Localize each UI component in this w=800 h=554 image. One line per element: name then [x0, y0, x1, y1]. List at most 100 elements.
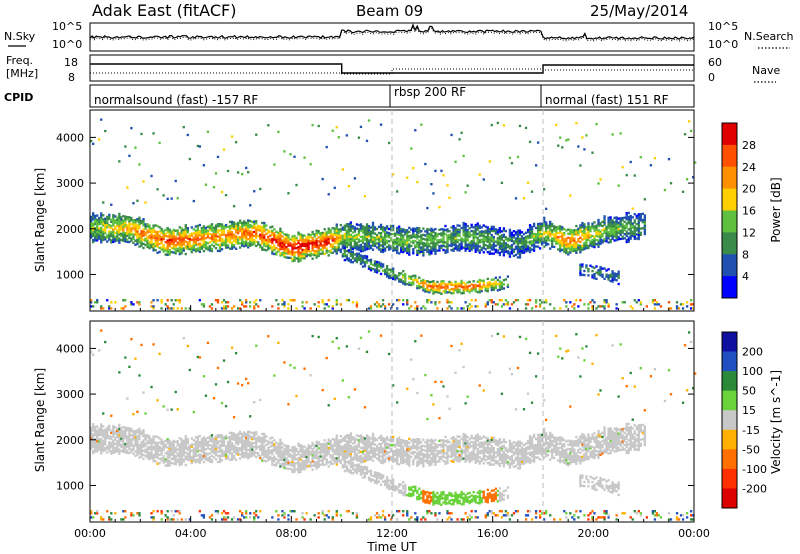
power-cell [488, 230, 491, 233]
power-cell [238, 299, 242, 302]
power-cell [168, 230, 171, 233]
velocity-cell [188, 446, 191, 450]
power-cell [522, 245, 526, 248]
power-cell [551, 243, 554, 246]
power-cell [557, 248, 560, 251]
power-cell [538, 241, 542, 244]
power-cell [287, 303, 290, 306]
power-cell [549, 230, 552, 234]
power-cell [498, 282, 502, 285]
power-cell [551, 245, 554, 248]
power-cell [174, 248, 177, 251]
power-cell [464, 224, 467, 228]
power-cell [508, 307, 512, 310]
power-cell [243, 244, 246, 248]
power-cell [476, 226, 479, 229]
power-cell [500, 287, 504, 290]
power-cell [307, 245, 310, 248]
velocity-cell [180, 463, 183, 466]
power-cell [609, 216, 612, 219]
power-cell [96, 220, 99, 223]
power-cell [285, 252, 288, 255]
power-cell [569, 228, 572, 232]
power-cell [464, 283, 467, 286]
velocity-cell [178, 512, 181, 515]
velocity-cell [236, 440, 240, 444]
power-colorbar-tick: 8 [742, 248, 749, 261]
power-cell [563, 248, 566, 251]
velocity-cell [184, 435, 187, 438]
power-cell [325, 303, 328, 306]
power-cell [247, 223, 250, 226]
power-cell [114, 239, 117, 243]
power-cell [557, 231, 560, 235]
power-cell [589, 234, 592, 237]
power-cell [351, 256, 355, 260]
power-cell [178, 301, 181, 304]
velocity-cell [261, 436, 264, 440]
power-cell [335, 223, 338, 226]
power-cell [470, 223, 473, 227]
power-cell [438, 285, 441, 288]
power-cell [585, 242, 588, 246]
power-cell [182, 239, 185, 242]
power-cell [385, 269, 389, 272]
power-cell [446, 246, 449, 250]
power-cell [136, 230, 139, 233]
power-cell [152, 234, 155, 238]
power-cell [530, 190, 534, 193]
power-cell [456, 246, 459, 250]
velocity-cell [154, 449, 157, 453]
power-cell [367, 241, 371, 244]
power-cell [404, 277, 407, 280]
velocity-cell [295, 394, 298, 398]
power-cell [486, 234, 489, 237]
velocity-cell [96, 446, 99, 449]
power-cell [633, 227, 636, 230]
power-cell [591, 305, 594, 308]
power-cell [416, 241, 419, 244]
power-cell [210, 247, 214, 251]
power-cell [327, 229, 330, 232]
power-cell [569, 251, 572, 254]
power-cell [110, 307, 113, 310]
power-cell [138, 222, 141, 226]
power-cell [347, 229, 351, 232]
power-cell [547, 234, 550, 238]
power-cell [452, 289, 455, 293]
power-cell [547, 226, 550, 229]
velocity-cell [311, 468, 314, 471]
power-cell [226, 305, 230, 308]
velocity-cell [154, 459, 157, 463]
velocity-cell [152, 445, 155, 449]
power-cell [305, 244, 308, 248]
power-cell [222, 239, 226, 242]
velocity-cell [138, 512, 141, 515]
velocity-cell [100, 427, 103, 430]
power-cell [146, 225, 149, 228]
power-cell [516, 299, 520, 302]
power-cell [591, 276, 594, 279]
velocity-cell [104, 442, 107, 446]
velocity-cell [92, 433, 95, 436]
power-cell [363, 244, 367, 248]
velocity-cell [202, 516, 206, 519]
velocity-cell [192, 443, 195, 446]
power-cell [597, 225, 600, 228]
power-cell [438, 241, 441, 244]
power-cell [110, 239, 113, 242]
power-cell [313, 303, 316, 306]
power-cell [369, 266, 373, 270]
power-cell [583, 241, 586, 245]
power-cell [581, 273, 584, 276]
velocity-cell [124, 434, 127, 438]
power-cell [170, 197, 173, 200]
velocity-cell [182, 460, 185, 463]
velocity-cell [136, 443, 139, 446]
velocity-cell [108, 428, 111, 432]
power-cell [675, 307, 679, 310]
power-cell [416, 305, 419, 308]
velocity-cell [152, 456, 155, 459]
power-cell [220, 248, 224, 251]
power-cell [261, 234, 264, 237]
